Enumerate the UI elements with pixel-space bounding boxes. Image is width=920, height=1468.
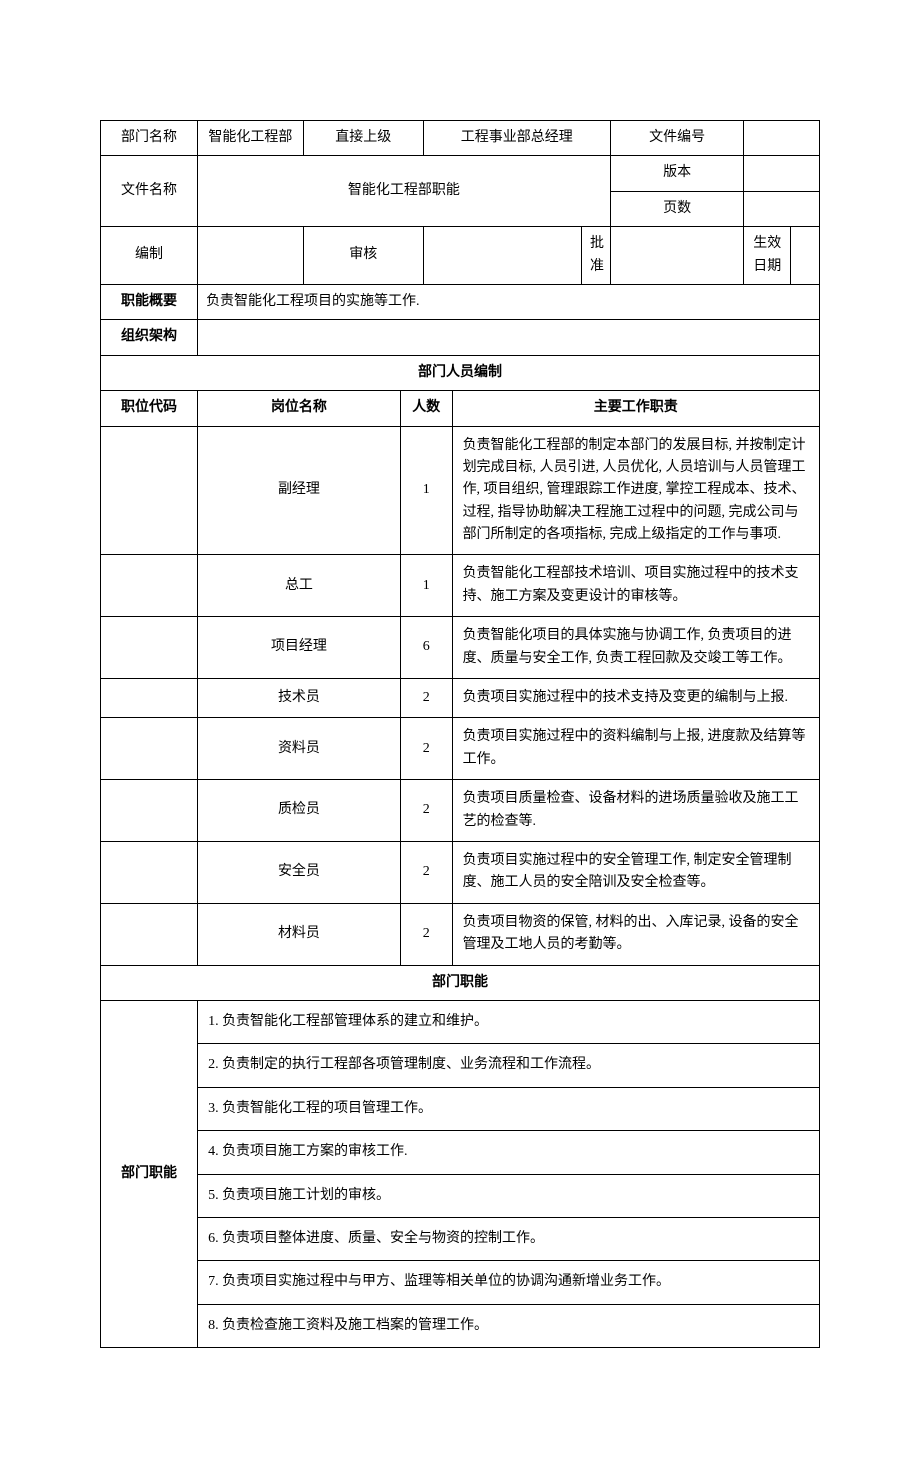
cell-code: [101, 555, 198, 617]
cell-count: 2: [400, 718, 452, 780]
cell-code: [101, 780, 198, 842]
label-doc-number: 文件编号: [610, 121, 744, 156]
header-row-1: 部门名称 智能化工程部 直接上级 工程事业部总经理 文件编号: [101, 121, 820, 156]
cell-count: 1: [400, 555, 452, 617]
value-org-structure: [198, 320, 820, 355]
col-duties: 主要工作职责: [452, 391, 819, 426]
value-pages: [744, 191, 820, 226]
staffing-row: 资料员 2 负责项目实施过程中的资料编制与上报, 进度款及结算等工作。: [101, 718, 820, 780]
cell-position: 技术员: [198, 679, 401, 718]
cell-position: 材料员: [198, 903, 401, 965]
functions-label: 部门职能: [101, 1000, 198, 1347]
staffing-title: 部门人员编制: [101, 355, 820, 390]
staffing-row: 总工 1 负责智能化工程部技术培训、项目实施过程中的技术支持、施工方案及变更设计…: [101, 555, 820, 617]
cell-code: [101, 718, 198, 780]
label-direct-superior: 直接上级: [303, 121, 423, 156]
cell-position: 副经理: [198, 426, 401, 555]
value-version: [744, 156, 820, 191]
cell-position: 安全员: [198, 841, 401, 903]
cell-duties: 负责智能化工程部技术培训、项目实施过程中的技术支持、施工方案及变更设计的审核等。: [452, 555, 819, 617]
staffing-row: 项目经理 6 负责智能化项目的具体实施与协调工作, 负责项目的进度、质量与安全工…: [101, 617, 820, 679]
functions-row: 3. 负责智能化工程的项目管理工作。: [101, 1087, 820, 1130]
cell-duties: 负责智能化工程部的制定本部门的发展目标, 并按制定计划完成目标, 人员引进, 人…: [452, 426, 819, 555]
functions-row: 8. 负责检查施工资料及施工档案的管理工作。: [101, 1304, 820, 1347]
function-item: 4. 负责项目施工方案的审核工作.: [198, 1131, 820, 1174]
header-row-2: 文件名称 智能化工程部职能 版本: [101, 156, 820, 191]
value-dept-name: 智能化工程部: [198, 121, 304, 156]
summary-row: 职能概要 负责智能化工程项目的实施等工作.: [101, 284, 820, 319]
functions-title: 部门职能: [101, 965, 820, 1000]
cell-position: 资料员: [198, 718, 401, 780]
function-item: 5. 负责项目施工计划的审核。: [198, 1174, 820, 1217]
cell-position: 项目经理: [198, 617, 401, 679]
label-org-structure: 组织架构: [101, 320, 198, 355]
functions-title-row: 部门职能: [101, 965, 820, 1000]
label-pages: 页数: [610, 191, 744, 226]
label-dept-name: 部门名称: [101, 121, 198, 156]
value-summary: 负责智能化工程项目的实施等工作.: [198, 284, 820, 319]
functions-row: 4. 负责项目施工方案的审核工作.: [101, 1131, 820, 1174]
staffing-row: 材料员 2 负责项目物资的保管, 材料的出、入库记录, 设备的安全管理及工地人员…: [101, 903, 820, 965]
cell-duties: 负责项目物资的保管, 材料的出、入库记录, 设备的安全管理及工地人员的考勤等。: [452, 903, 819, 965]
col-position: 岗位名称: [198, 391, 401, 426]
function-item: 8. 负责检查施工资料及施工档案的管理工作。: [198, 1304, 820, 1347]
staffing-header-row: 职位代码 岗位名称 人数 主要工作职责: [101, 391, 820, 426]
function-item: 6. 负责项目整体进度、质量、安全与物资的控制工作。: [198, 1217, 820, 1260]
cell-code: [101, 903, 198, 965]
staffing-title-row: 部门人员编制: [101, 355, 820, 390]
function-item: 2. 负责制定的执行工程部各项管理制度、业务流程和工作流程。: [198, 1044, 820, 1087]
staffing-row: 安全员 2 负责项目实施过程中的安全管理工作, 制定安全管理制度、施工人员的安全…: [101, 841, 820, 903]
cell-count: 2: [400, 903, 452, 965]
cell-count: 2: [400, 841, 452, 903]
staffing-row: 副经理 1 负责智能化工程部的制定本部门的发展目标, 并按制定计划完成目标, 人…: [101, 426, 820, 555]
functions-row: 5. 负责项目施工计划的审核。: [101, 1174, 820, 1217]
cell-code: [101, 426, 198, 555]
function-item: 7. 负责项目实施过程中与甲方、监理等相关单位的协调沟通新增业务工作。: [198, 1261, 820, 1304]
document-table: 部门名称 智能化工程部 直接上级 工程事业部总经理 文件编号 文件名称 智能化工…: [100, 120, 820, 1348]
cell-code: [101, 679, 198, 718]
function-item: 3. 负责智能化工程的项目管理工作。: [198, 1087, 820, 1130]
functions-row: 部门职能 1. 负责智能化工程部管理体系的建立和维护。: [101, 1000, 820, 1043]
cell-duties: 负责项目实施过程中的技术支持及变更的编制与上报.: [452, 679, 819, 718]
value-compiled: [198, 227, 304, 285]
label-reviewed: 审核: [303, 227, 423, 285]
org-structure-row: 组织架构: [101, 320, 820, 355]
value-direct-superior: 工程事业部总经理: [423, 121, 610, 156]
cell-code: [101, 617, 198, 679]
cell-duties: 负责项目实施过程中的安全管理工作, 制定安全管理制度、施工人员的安全陪训及安全检…: [452, 841, 819, 903]
cell-position: 质检员: [198, 780, 401, 842]
cell-duties: 负责智能化项目的具体实施与协调工作, 负责项目的进度、质量与安全工作, 负责工程…: [452, 617, 819, 679]
staffing-row: 技术员 2 负责项目实施过程中的技术支持及变更的编制与上报.: [101, 679, 820, 718]
cell-code: [101, 841, 198, 903]
staffing-row: 质检员 2 负责项目质量检查、设备材料的进场质量验收及施工工艺的检查等.: [101, 780, 820, 842]
label-doc-name: 文件名称: [101, 156, 198, 227]
functions-row: 2. 负责制定的执行工程部各项管理制度、业务流程和工作流程。: [101, 1044, 820, 1087]
function-item: 1. 负责智能化工程部管理体系的建立和维护。: [198, 1000, 820, 1043]
value-doc-number: [744, 121, 820, 156]
value-effective-date: [791, 227, 820, 285]
cell-count: 2: [400, 780, 452, 842]
value-doc-name: 智能化工程部职能: [198, 156, 611, 227]
label-version: 版本: [610, 156, 744, 191]
label-effective-date: 生效日期: [744, 227, 791, 285]
col-code: 职位代码: [101, 391, 198, 426]
col-count: 人数: [400, 391, 452, 426]
cell-count: 6: [400, 617, 452, 679]
functions-row: 6. 负责项目整体进度、质量、安全与物资的控制工作。: [101, 1217, 820, 1260]
label-approved: 批准: [581, 227, 610, 285]
cell-duties: 负责项目质量检查、设备材料的进场质量验收及施工工艺的检查等.: [452, 780, 819, 842]
cell-position: 总工: [198, 555, 401, 617]
label-compiled: 编制: [101, 227, 198, 285]
cell-duties: 负责项目实施过程中的资料编制与上报, 进度款及结算等工作。: [452, 718, 819, 780]
value-approved: [610, 227, 744, 285]
header-row-4: 编制 审核 批准 生效日期: [101, 227, 820, 285]
functions-row: 7. 负责项目实施过程中与甲方、监理等相关单位的协调沟通新增业务工作。: [101, 1261, 820, 1304]
cell-count: 1: [400, 426, 452, 555]
value-reviewed: [423, 227, 581, 285]
label-summary: 职能概要: [101, 284, 198, 319]
cell-count: 2: [400, 679, 452, 718]
